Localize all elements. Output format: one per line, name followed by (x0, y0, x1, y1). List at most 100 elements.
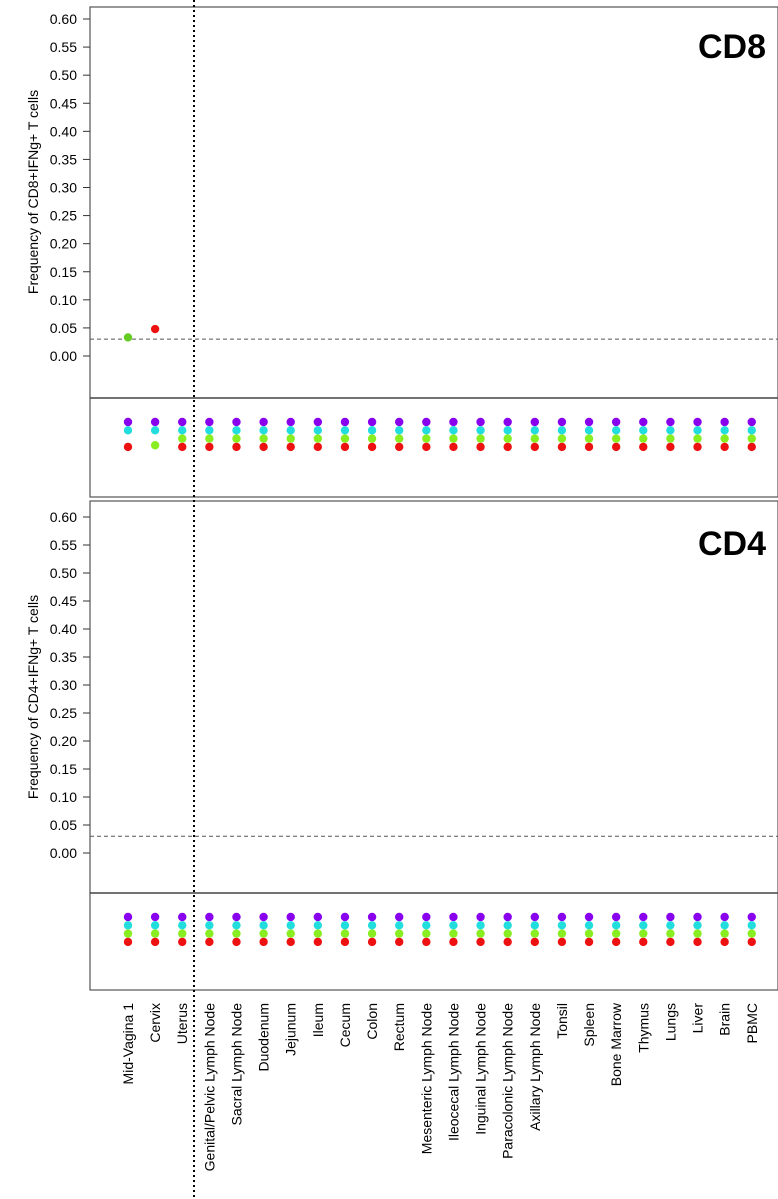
x-axis-label: PBMC (744, 1003, 760, 1043)
cd4-indicator-dot (639, 937, 648, 947)
cd4-indicator-dot (747, 929, 756, 938)
cd8-y-tick-label: 0.00 (50, 348, 77, 364)
cd4-indicator-dot (476, 912, 485, 922)
x-axis-label: Genital/Pelvic Lymph Node (201, 1003, 217, 1172)
cd8-indicator-dot (340, 434, 350, 443)
cd8-indicator-dot (693, 417, 702, 427)
x-axis-label: Lungs (662, 1003, 678, 1041)
cd4-indicator-dot (150, 921, 160, 930)
cd8-indicator-dot (557, 426, 567, 435)
cd4-indicator-dot (178, 921, 187, 930)
cd8-indicator-dot (693, 426, 702, 435)
cd8-y-tick-label: 0.30 (50, 180, 77, 196)
cd4-indicator-dot (395, 937, 404, 947)
cd4-indicator-dot (286, 912, 295, 922)
cd4-y-tick-label: 0.60 (50, 509, 77, 525)
cd4-indicator-dot (530, 937, 539, 947)
cd4-plot-frame (89, 500, 778, 991)
cd4-indicator-dot (286, 929, 295, 938)
cd4-indicator-dot (313, 929, 323, 938)
cd8-indicator-dot (150, 441, 160, 450)
cd8-indicator-dot (395, 434, 404, 443)
cd4-y-tick-label: 0.05 (50, 817, 77, 833)
cd8-indicator-dot (286, 417, 295, 427)
cd8-indicator-dot (639, 442, 648, 452)
cd4-indicator-dot (639, 929, 648, 938)
cd4-indicator-dot (313, 937, 323, 947)
cd4-marks (90, 835, 778, 947)
cd4-indicator-dot (639, 912, 648, 922)
cd8-indicator-dot (259, 434, 268, 443)
cd4-indicator-dot (367, 921, 377, 930)
cd4-indicator-dot (476, 937, 485, 947)
cd8-y-tick-label: 0.25 (50, 208, 77, 224)
cd4-indicator-dot (259, 912, 268, 922)
cd4-indicator-dot (422, 937, 431, 947)
cd4-indicator-dot (340, 937, 350, 947)
cd8-indicator-dot (340, 442, 350, 452)
x-axis-label: Sacral Lymph Node (228, 1003, 244, 1126)
cd8-indicator-dot (503, 434, 512, 443)
cd8-indicator-dot (286, 426, 295, 435)
cd4-indicator-dot (449, 937, 458, 947)
cd8-indicator-dot (720, 417, 729, 427)
cd8-indicator-dot (639, 434, 648, 443)
cd8-data-point (150, 324, 160, 334)
cd8-indicator-dot (503, 417, 512, 427)
cd8-indicator-dot (584, 426, 594, 435)
cd4-indicator-dot (286, 921, 295, 930)
cd4-indicator-dot (693, 929, 702, 938)
cd8-indicator-dot (259, 426, 268, 435)
x-axis-label: Cervix (147, 1003, 163, 1043)
cd4-indicator-dot (422, 929, 431, 938)
cd8-indicator-dot (557, 434, 567, 443)
x-axis-label: Ileocecal Lymph Node (445, 1003, 461, 1141)
cd8-indicator-dot (666, 434, 675, 443)
cd4-indicator-dot (286, 937, 295, 947)
cd8-indicator-dot (178, 434, 187, 443)
cd4-indicator-dot (611, 921, 621, 930)
cd8-indicator-dot (530, 434, 539, 443)
cd8-indicator-dot (422, 434, 431, 443)
cd4-indicator-dot (449, 929, 458, 938)
cd8-indicator-dot (476, 426, 485, 435)
cd4-indicator-dot (557, 921, 567, 930)
x-axis-label: Cecum (337, 1003, 353, 1047)
cd8-indicator-dot (747, 417, 756, 427)
cd8-y-tick-label: 0.15 (50, 264, 77, 280)
cd8-indicator-dot (232, 442, 241, 452)
cd4-indicator-dot (530, 921, 539, 930)
cd8-indicator-dot (178, 426, 187, 435)
cd4-indicator-dot (476, 929, 485, 938)
cd4-indicator-dot (449, 921, 458, 930)
cd4-indicator-dot (476, 921, 485, 930)
cd8-indicator-dot (720, 426, 729, 435)
cd8-indicator-dot (205, 426, 214, 435)
cd4-panel: CD4 Frequency of CD4+IFNg+ T cells 0.000… (25, 500, 778, 991)
cd8-y-tick-label: 0.40 (50, 123, 77, 139)
cd8-indicator-dot (584, 442, 594, 452)
cd8-indicator-dot (205, 442, 214, 452)
cd4-indicator-dot (503, 929, 512, 938)
cd8-indicator-dot (422, 426, 431, 435)
cd8-indicator-dot (557, 442, 567, 452)
x-axis-label: Rectum (391, 1003, 407, 1051)
cd4-indicator-dot (584, 937, 594, 947)
cd4-indicator-dot (367, 929, 377, 938)
cd8-indicator-dot (693, 442, 702, 452)
cd4-indicator-dot (150, 937, 160, 947)
cd4-indicator-dot (666, 912, 675, 922)
cd8-y-axis-label: Frequency of CD8+IFNg+ T cells (25, 90, 41, 294)
x-axis-label: Ileum (310, 1003, 326, 1037)
cd8-y-tick-label: 0.05 (50, 320, 77, 336)
cd8-y-tick-label: 0.45 (50, 95, 77, 111)
cd8-indicator-dot (259, 417, 268, 427)
cd8-indicator-dot (747, 434, 756, 443)
cd4-indicator-dot (232, 937, 241, 947)
cd4-indicator-dot (747, 921, 756, 930)
cd4-indicator-dot (313, 921, 323, 930)
cd4-indicator-dot (123, 912, 133, 922)
cd8-indicator-dot (150, 417, 160, 427)
cd4-indicator-dot (693, 921, 702, 930)
cd8-indicator-dot (611, 442, 621, 452)
